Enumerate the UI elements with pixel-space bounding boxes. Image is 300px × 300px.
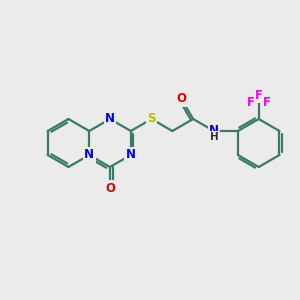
Text: S: S [147, 112, 156, 125]
Text: N: N [105, 112, 115, 125]
Text: N: N [126, 148, 136, 161]
Text: N: N [84, 148, 94, 161]
Text: F: F [255, 89, 263, 102]
Text: F: F [263, 96, 271, 109]
Text: H: H [209, 132, 218, 142]
Text: O: O [176, 92, 186, 105]
Text: O: O [105, 182, 115, 195]
Text: F: F [247, 96, 255, 109]
Text: N: N [209, 124, 219, 137]
